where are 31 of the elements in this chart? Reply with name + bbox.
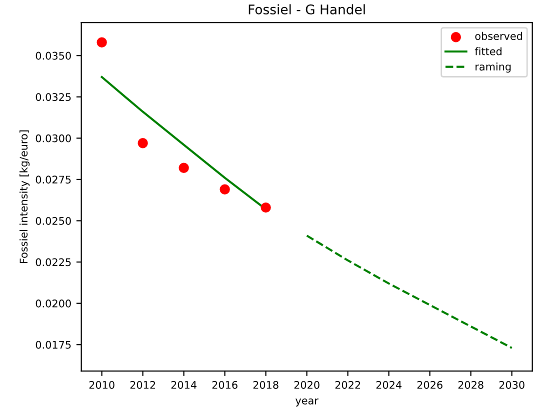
y-tick-label: 0.0225 — [36, 258, 71, 266]
y-tick-label: 0.0325 — [36, 93, 71, 101]
x-tick-label: 2028 — [458, 380, 484, 389]
x-tick-label: 2022 — [335, 380, 360, 389]
x-tick-label: 2026 — [417, 380, 442, 389]
y-tick-label: 0.0250 — [36, 216, 71, 225]
x-tick-label: 2024 — [376, 380, 402, 389]
legend-label: fitted — [474, 47, 502, 56]
x-tick-label: 2030 — [499, 380, 524, 389]
x-tick-label: 2010 — [89, 380, 114, 389]
chart-title: Fossiel - G Handel — [248, 4, 365, 14]
point — [96, 37, 107, 48]
legend-label: raming — [476, 62, 511, 73]
y-tick-label: 0.0200 — [36, 300, 71, 308]
x-tick-label: 2016 — [212, 380, 238, 389]
x-tick-label: 2018 — [253, 380, 278, 389]
legend-label: observed — [475, 32, 522, 40]
y-tick-label: 0.0300 — [36, 134, 71, 142]
y-tick-label: 0.0275 — [36, 176, 71, 184]
point — [260, 202, 271, 213]
line-series — [306, 234, 513, 349]
y-tick-label: 0.0350 — [36, 52, 71, 60]
x-axis-title: year — [296, 398, 318, 406]
point — [178, 162, 189, 173]
x-tick-label: 2012 — [130, 380, 156, 389]
point — [220, 184, 230, 194]
y-tick-label: 0.0175 — [36, 340, 71, 349]
x-tick-label: 2020 — [294, 380, 320, 389]
point — [138, 138, 148, 148]
y-axis-title: Fossiel intensity [kg/euro] — [20, 130, 30, 264]
x-tick-label: 2014 — [171, 380, 196, 389]
